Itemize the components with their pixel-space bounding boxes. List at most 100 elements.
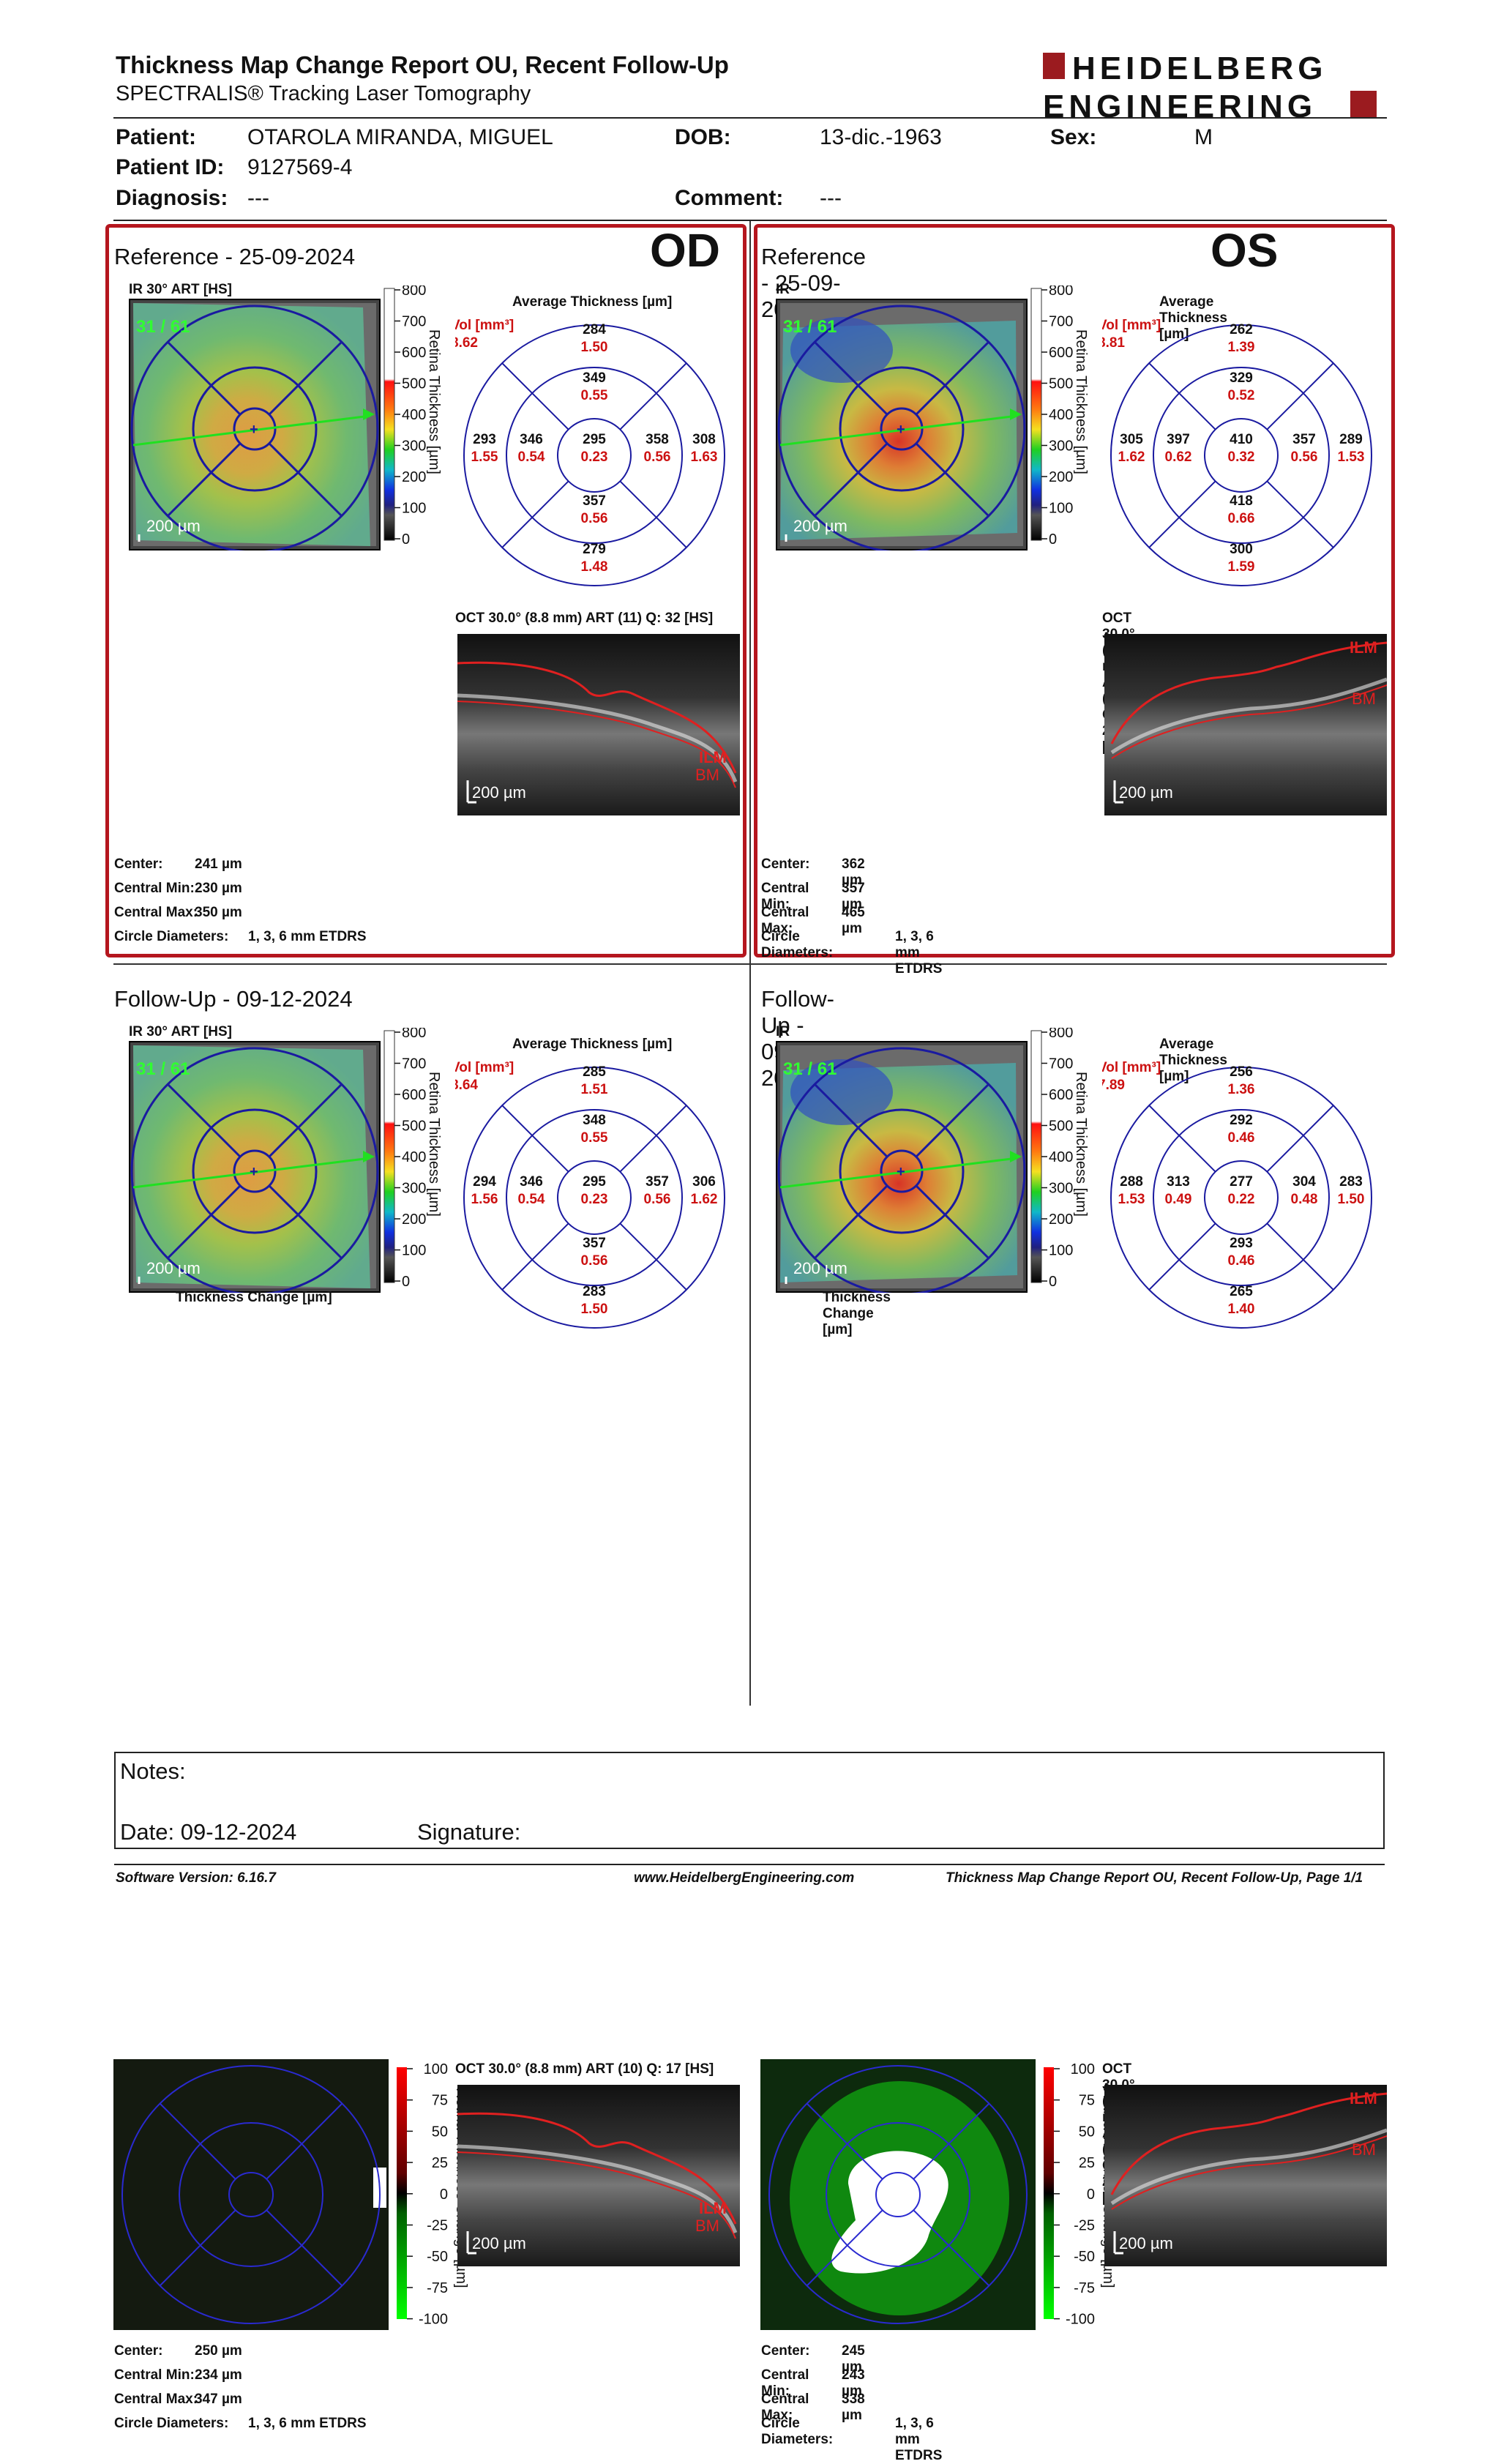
sector-volume: 0.56 [644,1192,671,1207]
dob-value: 13-dic.-1963 [820,125,942,149]
ir-fundus-image: +31 / 61 200 µm [129,1041,381,1293]
sector-volume: 0.23 [581,449,608,465]
central-max-stat-value: 350 µm [195,905,242,920]
circle-diameters-value: 1, 3, 6 mm ETDRS [248,929,367,944]
ir-fundus-image: +31 / 61 200 µm [776,1041,1028,1293]
sector-thickness: 289 [1339,432,1363,447]
sector-volume: 1.62 [691,1192,718,1207]
scale-tick: 100 [402,501,426,517]
scale-tick: 500 [402,376,426,392]
change-scale-tick: -50 [1074,2249,1095,2265]
sector-thickness: 313 [1167,1174,1190,1190]
thickness-color-scale: 800 700 600 500 400 300 200 100 0 Retina Thicknes… [1030,1028,1089,1290]
sector-thickness: 295 [583,1174,606,1190]
sector-thickness: 348 [583,1113,606,1128]
scale-bar-label: 200 µm [146,1259,201,1277]
svg-text:+: + [250,1164,258,1180]
report-title: Thickness Map Change Report OU, Recent F… [116,51,729,78]
change-scale-tick: -25 [427,2218,448,2234]
signature-label: Signature: [417,1819,521,1845]
scale-tick: 300 [1049,1181,1073,1197]
circle-diameters-label: Circle Diameters: [761,2416,834,2447]
patient-id-label: Patient ID: [116,155,225,179]
sector-thickness: 294 [473,1174,496,1190]
thickness-color-scale: 800 700 600 500 400 300 200 100 0 Retina Thicknes… [383,1028,442,1290]
circle-diameters-value: 1, 3, 6 mm ETDRS [248,2416,367,2431]
sector-volume: 0.56 [581,511,608,526]
sector-thickness: 306 [692,1174,716,1190]
sector-volume: 1.56 [471,1192,498,1207]
sector-volume: 0.56 [644,449,671,465]
central-min-stat-value: 234 µm [195,2367,242,2383]
comment-label: Comment: [675,186,784,210]
diagnosis-value: --- [247,186,269,210]
eye-label: OD [650,224,720,277]
change-scale-tick: -75 [1074,2280,1095,2296]
sector-volume: 1.36 [1228,1082,1255,1097]
central-max-stat-value: 347 µm [195,2392,242,2407]
vol-value: 8.62 [455,335,478,351]
comment-value: --- [820,186,842,210]
thickness-change-heading: Thickness Change [µm] [176,1290,332,1305]
sector-thickness: 285 [583,1064,606,1080]
scale-tick: 200 [1049,469,1073,485]
central-min-stat-label: Central Min: [114,881,195,896]
sector-volume: 0.54 [518,1192,545,1207]
change-scale-tick: -100 [419,2312,448,2328]
scale-axis-title: Retina Thickness [µm] [426,329,442,474]
scale-tick: 200 [1049,1212,1073,1228]
sector-thickness: 284 [583,322,606,337]
svg-text:HEIDELBERG: HEIDELBERG [1072,51,1327,86]
sector-thickness: 293 [1230,1236,1253,1251]
sector-volume: 0.22 [1228,1192,1255,1207]
change-scale-tick: -75 [427,2280,448,2296]
od-reference-panel: Reference - 25-09-2024 OD IR 30° ART [HS] +… [0,0,746,959]
sector-thickness: 357 [583,493,606,509]
sector-volume: 1.55 [471,449,498,465]
sector-thickness: 357 [583,1236,606,1251]
change-scale-tick: 25 [432,2155,448,2171]
notes-date: Date: 09-12-2024 [120,1819,297,1845]
central-max-stat-label: Central Max: [114,905,198,920]
scale-tick: 700 [1049,1056,1073,1072]
scale-tick: 300 [402,438,426,455]
sector-volume: 1.53 [1118,1192,1145,1207]
vol-label: Vol [mm³] [1102,1060,1161,1075]
scale-tick: 100 [1049,1243,1073,1259]
sector-volume: 1.50 [1338,1192,1365,1207]
change-scale-tick: -50 [427,2249,448,2265]
sector-volume: 0.66 [1228,511,1255,526]
scale-tick: 400 [402,1149,426,1165]
central-min-stat-value: 230 µm [195,881,242,896]
dob-label: DOB: [675,125,731,149]
sector-thickness: 279 [583,542,606,557]
avg-thickness-heading: Average Thickness [µm] [512,1037,673,1052]
patient-id-value: 9127569-4 [247,155,353,179]
oct-scan-label: OCT 30.0° (8.8 mm) ART (11) Q: 32 [HS] [455,611,714,626]
change-scale-tick: 0 [440,2187,448,2203]
scale-tick: 600 [402,1087,426,1103]
scale-tick: 800 [1049,285,1073,299]
center-stat-value: 250 µm [195,2343,242,2359]
sector-volume: 1.50 [581,340,608,355]
sector-thickness: 410 [1230,432,1253,447]
scale-tick: 700 [402,1056,426,1072]
diagnosis-label: Diagnosis: [116,186,228,210]
ir-fundus-image: +31 / 61 200 µm [776,299,1028,550]
frame-counter: 31 / 61 [783,317,837,337]
center-stat-label: Center: [761,2343,810,2359]
notes-box [114,1752,1385,1849]
sector-volume: 0.62 [1165,449,1192,465]
sector-thickness: 288 [1120,1174,1143,1190]
sector-thickness: 397 [1167,432,1190,447]
oct-bscan-image: ILM BM 200 µm [1104,2085,1387,2266]
scale-tick: 100 [1049,501,1073,517]
avg-thickness-heading: Average Thickness [µm] [1159,294,1227,342]
website-link[interactable]: www.HeidelbergEngineering.com [634,1870,855,1886]
scale-axis-title: Retina Thickness [µm] [426,1072,442,1217]
thickness-change-map [760,2059,1036,2330]
sector-thickness: 262 [1230,322,1253,337]
central-max-stat-label: Central Max: [114,2392,198,2407]
change-scale-tick: 0 [1087,2187,1095,2203]
circle-diameters-value: 1, 3, 6 mm ETDRS [895,929,943,977]
